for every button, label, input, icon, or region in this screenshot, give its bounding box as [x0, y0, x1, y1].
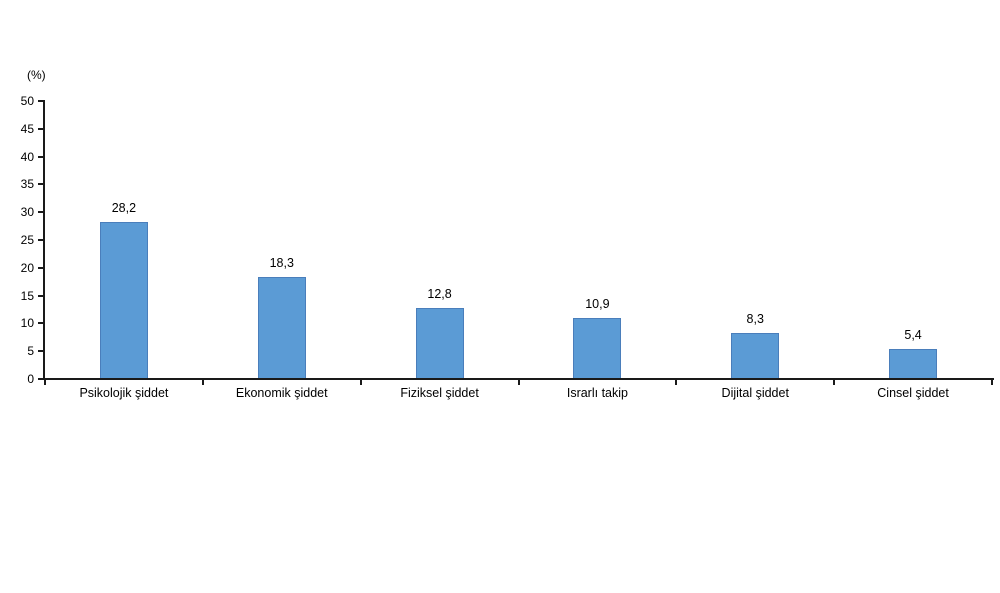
y-axis-tick-label: 45	[20, 121, 34, 136]
x-axis-tick	[517, 380, 520, 385]
category-label: Psikolojik şiddet	[79, 386, 169, 400]
bar-value-label: 18,3	[269, 256, 294, 271]
y-axis-tick-label: 20	[20, 260, 34, 275]
category-label: Ekonomik şiddet	[235, 386, 328, 400]
bar	[573, 318, 622, 379]
y-axis-tick	[38, 100, 45, 102]
bar	[731, 332, 780, 379]
y-axis-tick-label: 25	[20, 233, 34, 247]
y-axis-tick	[38, 350, 45, 353]
y-axis-tick	[38, 183, 45, 186]
y-axis-tick-label: 5	[27, 344, 34, 359]
y-axis-unit-label: (%)	[27, 68, 46, 82]
bar-value-label: 28,2	[111, 201, 137, 216]
bar-value-label: 8,3	[746, 311, 764, 326]
y-axis-tick-label: 35	[20, 177, 34, 192]
y-axis-tick-label: 30	[20, 205, 34, 220]
x-axis-line	[43, 378, 994, 380]
x-axis-tick	[675, 380, 678, 385]
bar-value-label: 5,4	[904, 327, 922, 342]
y-axis-tick	[38, 322, 45, 325]
y-axis-tick	[38, 155, 45, 158]
y-axis-tick-label: 50	[20, 94, 34, 108]
y-axis-tick-label: 40	[20, 149, 34, 164]
bar	[415, 307, 464, 379]
y-axis-tick	[38, 378, 45, 380]
bar	[889, 348, 938, 379]
bar	[257, 277, 306, 379]
bar	[99, 222, 148, 379]
y-axis-tick	[38, 211, 45, 214]
bar-value-label: 12,8	[427, 286, 452, 301]
y-axis-tick-label: 0	[27, 372, 34, 386]
category-label: Israrlı takip	[566, 386, 628, 400]
x-axis-tick	[201, 380, 204, 385]
category-label: Fiziksel şiddet	[400, 386, 479, 400]
x-axis-tick	[359, 380, 362, 385]
y-axis-tick	[38, 266, 45, 269]
x-axis-tick	[44, 380, 46, 385]
x-axis-tick	[991, 380, 993, 385]
bar-value-label: 10,9	[585, 297, 610, 312]
y-axis-tick	[38, 127, 45, 130]
y-axis-tick-label: 15	[20, 288, 34, 303]
y-axis-tick	[38, 239, 45, 241]
y-axis-tick-label: 10	[20, 316, 34, 331]
category-label: Dijital şiddet	[721, 386, 789, 400]
category-label: Cinsel şiddet	[877, 386, 949, 400]
y-axis-tick	[38, 294, 45, 297]
x-axis-tick	[833, 380, 836, 385]
